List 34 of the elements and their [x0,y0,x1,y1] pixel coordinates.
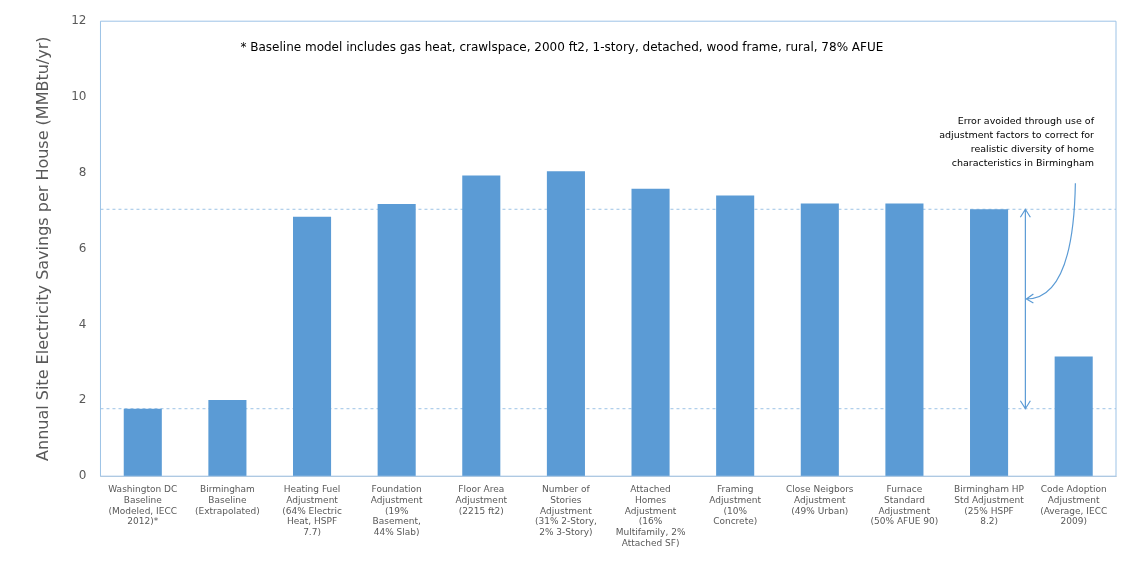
x-tick-label: Birmingham HP Std Adjustment (25% HSPF 8.2) [954,483,1025,527]
bar [462,175,501,477]
x-tick-label: Furnace Standard Adjustment (50% AFUE 90) [870,483,939,527]
x-tick-label: Framing Adjustment (10% Concrete) [709,483,762,527]
x-tick-label: Code Adoption Adjustment (Average, IECC 2009) [1040,483,1108,527]
bar [546,171,585,477]
bar [208,399,247,477]
y-tick-label: 12 [71,13,87,28]
x-tick-label: Floor Area Adjustment (2215 ft2) [455,483,508,516]
annotation: Error avoided through use of adjustment factors to correct for realistic diversity of home characteristics in Birmingham [939,115,1095,169]
y-tick-label: 10 [71,89,87,104]
y-tick-label: 8 [78,164,87,179]
bar [631,188,670,477]
bar [716,195,755,477]
x-tick-label: Foundation Adjustment (19% Basement, 44% Slab) [370,483,423,538]
y-tick-label: 4 [78,316,87,331]
bar [123,408,162,477]
x-tick-label: Number of Stories Adjustment (31% 2-Story, 2% 3-Story) [534,483,597,538]
annotation: * Baseline model includes gas heat, crawlspace, 2000 ft2, 1-story, detached, wood frame, rural, 78% AFUE [240,40,884,55]
x-tick-label: Attached Homes Adjustment (16% Multifamily, 2% Attached SF) [615,483,686,548]
x-tick-label: Washington DC Baseline (Modeled, IECC 2012)* [108,483,178,527]
x-tick-label: Heating Fuel Adjustment (64% Electric Heat, HSPF 7.7) [282,483,342,538]
y-tick-label: 2 [78,392,87,407]
bar [377,203,416,477]
bar [293,216,332,477]
y-tick-label: 6 [78,240,87,255]
y-axis-title: Annual Site Electricity Savings per House (MMBtu/yr) [32,36,52,461]
x-tick-label: Close Neigbors Adjustment (49% Urban) [786,483,854,516]
x-tick-label: Birmingham Baseline (Extrapolated) [195,483,260,516]
bar [970,209,1009,477]
y-tick-label: 0 [78,468,87,483]
bar [1054,356,1093,477]
bar [800,203,839,477]
bar [885,203,924,477]
